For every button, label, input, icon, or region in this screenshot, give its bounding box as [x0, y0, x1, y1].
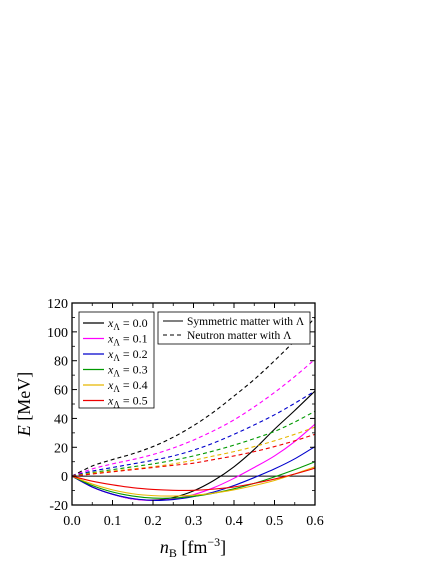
- symmetric-curve-x0-3: [72, 461, 315, 499]
- legend-entry: xΛ = 0.0: [107, 316, 148, 332]
- y-tick-label: 0: [61, 470, 68, 485]
- y-tick-labels: -20 0 20 40 60 80 100 120: [47, 297, 68, 514]
- neutron-curve-x0-2: [72, 390, 315, 477]
- symmetric-curve-x0-4: [72, 466, 315, 497]
- x-axis-label: nB [fm−3]: [160, 535, 226, 560]
- legend-matter-frame: [157, 311, 311, 345]
- legend-entry: xΛ = 0.1: [107, 332, 148, 348]
- y-tick-label: 80: [54, 355, 68, 370]
- y-axis-label: E [MeV]: [14, 372, 34, 437]
- y-tick-label: 120: [47, 297, 68, 312]
- x-tick-label: 0.0: [63, 514, 81, 529]
- neutron-curve-x0-1: [72, 358, 315, 477]
- legend-entry: Symmetric matter with Λ: [187, 316, 305, 328]
- neutron-curve-x0-0: [72, 317, 315, 477]
- legend-entry: xΛ = 0.4: [107, 378, 148, 394]
- legend-composition-frame: [78, 311, 155, 409]
- legend-entry: xΛ = 0.5: [107, 394, 148, 410]
- legend-entry: xΛ = 0.2: [107, 347, 148, 363]
- x-tick-label: 0.2: [144, 514, 162, 529]
- y-tick-label: 40: [54, 412, 68, 427]
- legend-composition: xΛ = 0.0xΛ = 0.1xΛ = 0.2xΛ = 0.3xΛ = 0.4…: [78, 311, 155, 410]
- y-tick-label: -20: [49, 499, 68, 514]
- legend-entry: xΛ = 0.3: [107, 363, 148, 379]
- y-tick-label: 100: [47, 326, 68, 341]
- x-tick-label: 0.5: [266, 514, 284, 529]
- x-tick-label: 0.4: [225, 514, 243, 529]
- x-tick-label: 0.3: [185, 514, 203, 529]
- x-tick-labels: 0.0 0.1 0.2 0.3 0.4 0.5 0.6: [63, 514, 324, 529]
- neutron-curve-x0-4: [72, 426, 315, 477]
- y-tick-label: 20: [54, 441, 68, 456]
- legend-matter-type: Symmetric matter with Λ Neutron matter wi…: [157, 311, 311, 345]
- y-tick-label: 60: [54, 384, 68, 399]
- symmetric-curve-x0-5: [72, 467, 315, 491]
- neutron-curve-x0-5: [72, 433, 315, 477]
- plot-frame: [71, 302, 316, 506]
- x-tick-label: 0.6: [306, 514, 324, 529]
- legend-entry: Neutron matter with Λ: [187, 330, 292, 342]
- series-curves: [72, 317, 315, 501]
- x-tick-label: 0.1: [104, 514, 122, 529]
